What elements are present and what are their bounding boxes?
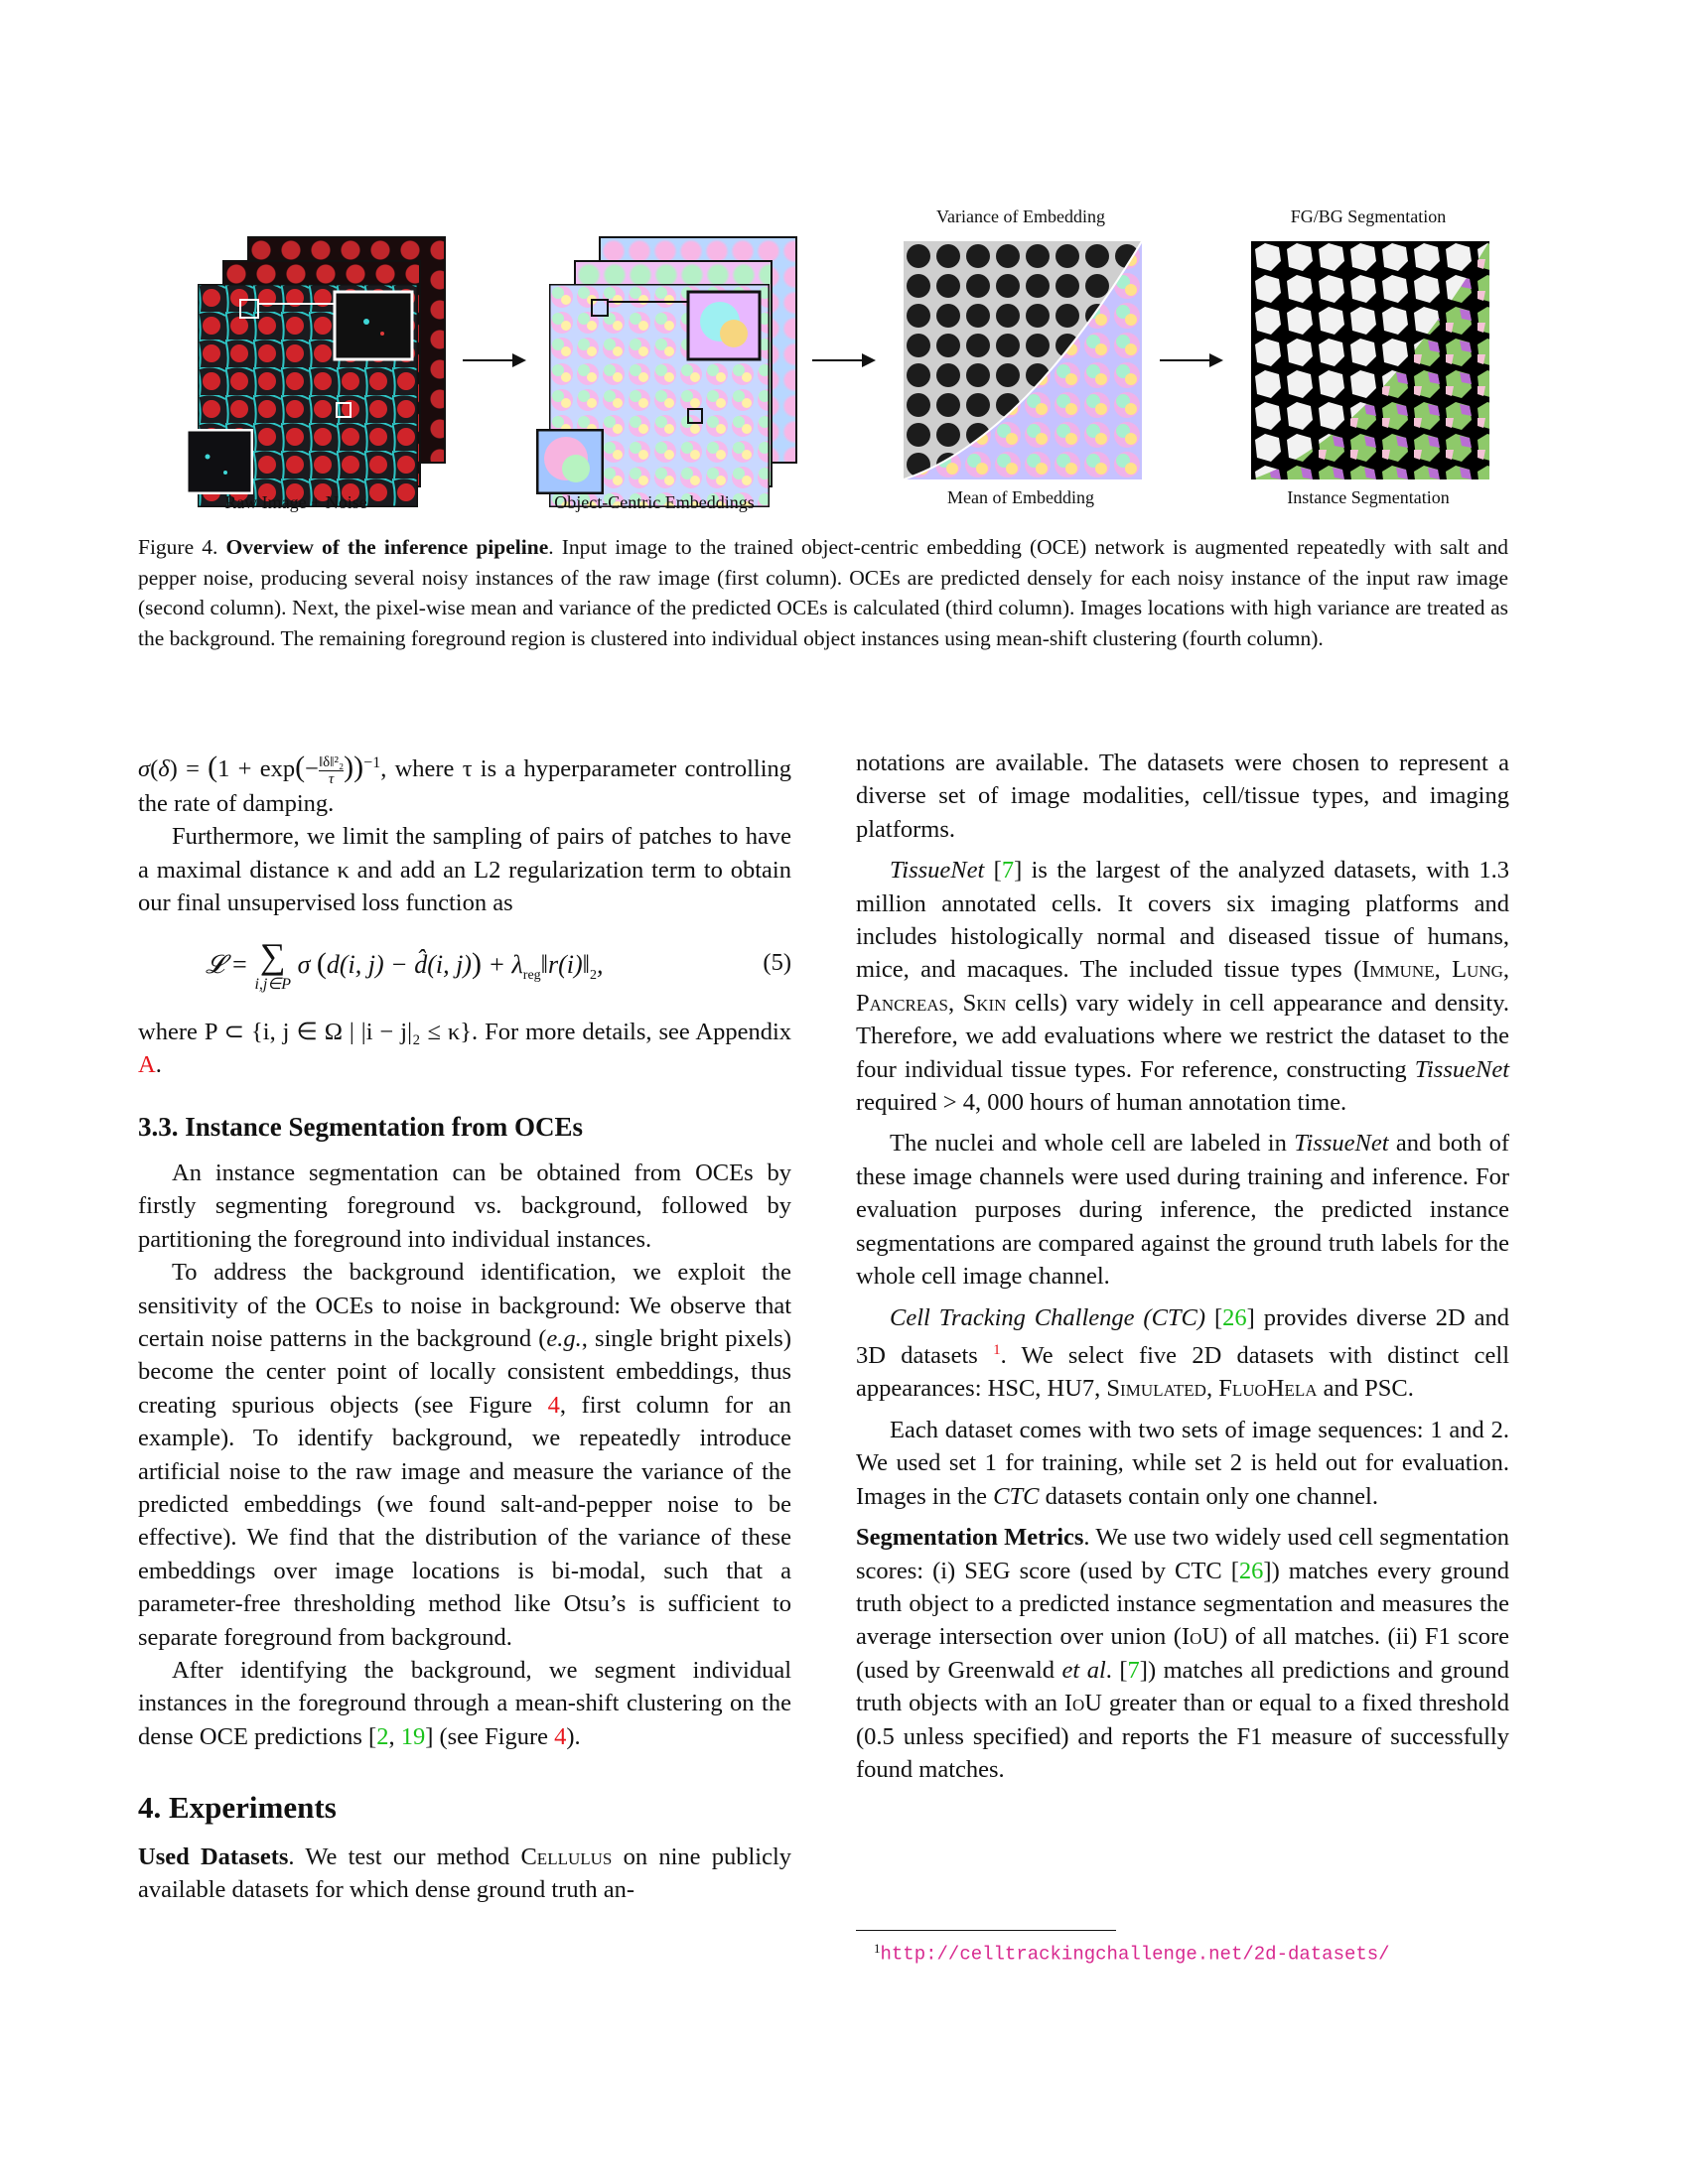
citation-link[interactable]: 26 bbox=[1238, 1557, 1264, 1584]
tissuenet-name-3: TissueNet bbox=[1294, 1130, 1389, 1158]
p3a: To address the background identification… bbox=[138, 1259, 791, 1352]
citation-link[interactable]: 26 bbox=[1222, 1303, 1247, 1331]
footnote-number: 1 bbox=[874, 1941, 881, 1956]
p2a: is the largest of the analyzed datasets,… bbox=[856, 857, 1509, 984]
p5b: datasets contain only one channel. bbox=[1045, 1482, 1378, 1510]
loss-equation: 𝓛 = ∑ i,j∈P σ (d(i, j) − d̂(i, j)) + λreg… bbox=[138, 920, 791, 1016]
used-datasets-heading: Used Datasets bbox=[138, 1843, 289, 1870]
p6a: . We use two widely used cell segmentati… bbox=[856, 1524, 1509, 1584]
p4c: and PSC. bbox=[1323, 1375, 1414, 1403]
raw-image-zoom-inset bbox=[186, 429, 253, 494]
segmentation-metrics-heading: Segmentation Metrics bbox=[856, 1524, 1084, 1552]
figure-ref-link[interactable]: 4 bbox=[547, 1391, 560, 1419]
raw-label: Raw Image + Noise bbox=[224, 492, 367, 512]
right-para-1: notations are available. The datasets we… bbox=[856, 750, 1509, 843]
p3b: , single bright pixels) become the cente… bbox=[138, 1324, 791, 1419]
arrow-3 bbox=[1160, 353, 1223, 367]
tissuenet-name-2: TissueNet bbox=[1414, 1055, 1510, 1083]
p6c: ) of all matches. (ii) F1 score (used by… bbox=[856, 1623, 1509, 1684]
p5a: . We test our method bbox=[288, 1843, 510, 1870]
left-para-4: After identifying the background, we seg… bbox=[138, 1656, 791, 1750]
arrow-2 bbox=[812, 353, 876, 367]
figure-ref-link[interactable]: 4 bbox=[554, 1722, 567, 1750]
p3b: and both of these image channels were us… bbox=[856, 1130, 1510, 1291]
variance-mean-image bbox=[904, 241, 1142, 479]
equation-number: (5) bbox=[763, 948, 791, 976]
left-para-5: Used Datasets. We test our method Cellul… bbox=[138, 1841, 791, 1907]
method-name: Cellulus bbox=[520, 1843, 613, 1870]
p6b: ]) matches every ground truth object to … bbox=[856, 1557, 1509, 1651]
iou-term-2: IoU bbox=[1063, 1690, 1102, 1717]
tissue-types: Immune, Lung, Pancreas, Skin bbox=[856, 956, 1510, 1017]
p3a: The nuclei and whole cell are labeled in bbox=[890, 1130, 1287, 1158]
citation-link[interactable]: 7 bbox=[1127, 1656, 1140, 1684]
left-para-2: An instance segmentation can be obtained… bbox=[138, 1159, 791, 1253]
left-column: σ(δ) = (1 + exp(− ‖δ‖²₂ τ))−1, where τ is … bbox=[138, 747, 791, 1906]
right-para-6: Segmentation Metrics. We use two widely … bbox=[856, 1521, 1509, 1786]
p6f: greater than or equal to a fixed thresho… bbox=[856, 1690, 1509, 1783]
section-heading-4: 4. Experiments bbox=[138, 1790, 337, 1826]
oce-label: Object-Centric Embeddings bbox=[554, 492, 755, 512]
p2b: cells) vary widely in cell appearance an… bbox=[856, 989, 1510, 1083]
p5a: Each dataset comes with two sets of imag… bbox=[856, 1416, 1509, 1510]
p5b: on nine publicly available datasets for … bbox=[138, 1843, 792, 1903]
citation-link[interactable]: 7 bbox=[1001, 857, 1015, 885]
p4c: ). bbox=[566, 1722, 581, 1750]
mean-label: Mean of Embedding bbox=[947, 487, 1094, 507]
footnote-link[interactable]: 1 bbox=[993, 1341, 1001, 1358]
et-al: et al bbox=[1061, 1656, 1106, 1684]
citation-link[interactable]: 19 bbox=[400, 1722, 426, 1750]
ctc-name-2: CTC bbox=[993, 1482, 1040, 1510]
footnote-rule bbox=[856, 1930, 1116, 1931]
left-para-3: To address the background identification… bbox=[138, 1256, 791, 1654]
arrow-1 bbox=[463, 353, 526, 367]
p4b: . We select five 2D datasets with distin… bbox=[856, 1342, 1510, 1403]
p4b: ] (see Figure bbox=[425, 1722, 549, 1750]
loss-equation-body: 𝓛 = ∑ i,j∈P σ (d(i, j) − d̂(i, j)) + λreg… bbox=[206, 935, 604, 993]
caption-prefix: Figure 4. bbox=[138, 535, 218, 559]
sigma-line: σ(δ) = (1 + exp(− ‖δ‖²₂ τ))−1, where τ is … bbox=[138, 751, 791, 818]
variance-label: Variance of Embedding bbox=[936, 206, 1105, 226]
oce-front bbox=[549, 284, 770, 507]
p2c: required > 4, 000 hours of human annotat… bbox=[856, 1089, 1347, 1117]
where-text: where P ⊂ {i, j ∈ Ω | |i − j|₂ ≤ κ}. For… bbox=[138, 1018, 791, 1045]
segmentation-image bbox=[1251, 241, 1489, 479]
where-line: where P ⊂ {i, j ∈ Ω | |i − j|₂ ≤ κ}. For… bbox=[138, 1018, 791, 1079]
right-para-5: Each dataset comes with two sets of imag… bbox=[856, 1414, 1509, 1513]
footnote: 1http://celltrackingchallenge.net/2d-dat… bbox=[874, 1941, 1390, 1966]
iou-term: IoU bbox=[1181, 1623, 1220, 1651]
right-column: notations are available. The datasets we… bbox=[856, 747, 1509, 1786]
right-para-4: Cell Tracking Challenge (CTC) [26] provi… bbox=[856, 1303, 1510, 1403]
left-para-1: Furthermore, we limit the sampling of pa… bbox=[138, 823, 791, 917]
p4a: After identifying the background, we seg… bbox=[138, 1656, 791, 1750]
tissuenet-name: TissueNet bbox=[890, 857, 985, 885]
figure-caption: Figure 4. Overview of the inference pipe… bbox=[138, 532, 1508, 653]
section-heading-3-3: 3.3. Instance Segmentation from OCEs bbox=[138, 1112, 583, 1143]
appendix-link[interactable]: A bbox=[138, 1051, 156, 1079]
p6e: ]) matches all predictions and ground tr… bbox=[856, 1656, 1509, 1717]
dataset-fluohela: FluoHela bbox=[1218, 1375, 1318, 1403]
caption-text: . Input image to the trained object-cent… bbox=[138, 535, 1508, 650]
sigma-tail: , where τ is a hyperparameter controllin… bbox=[138, 755, 791, 818]
p3c: , first column for an example). To ident… bbox=[138, 1391, 792, 1651]
p6d: . [ bbox=[1105, 1656, 1128, 1684]
right-para-3: The nuclei and whole cell are labeled in… bbox=[856, 1127, 1509, 1293]
p4a: provides diverse 2D and 3D datasets bbox=[856, 1303, 1509, 1370]
footnote-url-link[interactable]: http://celltrackingchallenge.net/2d-data… bbox=[880, 1943, 1390, 1966]
oce-zoom-inset bbox=[536, 429, 604, 494]
citation-link[interactable]: 2 bbox=[376, 1722, 389, 1750]
p3-eg: e.g. bbox=[546, 1324, 582, 1352]
dataset-simulated: Simulated bbox=[1106, 1375, 1206, 1403]
right-para-2: TissueNet [7] is the largest of the anal… bbox=[856, 857, 1510, 1117]
caption-title: Overview of the inference pipeline bbox=[225, 535, 549, 559]
fgbg-label: FG/BG Segmentation bbox=[1290, 206, 1447, 226]
ctc-name: Cell Tracking Challenge (CTC) bbox=[890, 1303, 1206, 1331]
instance-label: Instance Segmentation bbox=[1287, 487, 1450, 507]
